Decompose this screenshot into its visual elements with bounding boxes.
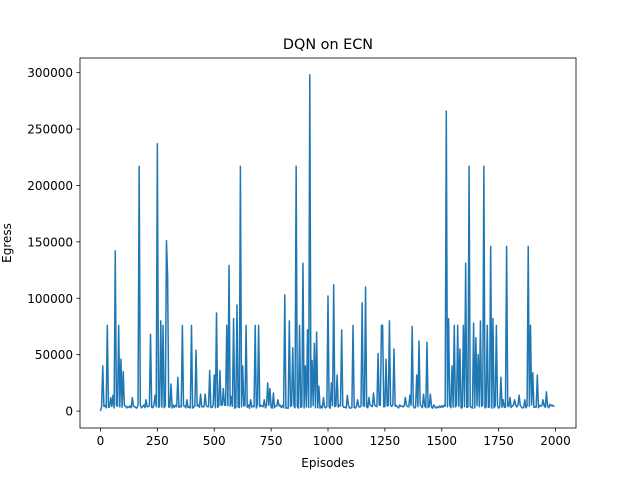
ticks-layer: 0 250 500 750 1000 1250 1500 1750 2000 0 50000 1000… <box>27 66 571 448</box>
y-tick-label: 50000 <box>35 348 73 362</box>
axes-frame <box>79 57 577 429</box>
x-tick-label: 1000 <box>313 434 344 448</box>
y-axis-label: Egress <box>0 223 14 263</box>
plot-area <box>99 74 555 412</box>
y-tick-label: 200000 <box>27 179 73 193</box>
y-tick-label: 300000 <box>27 66 73 80</box>
x-tick-label: 2000 <box>540 434 571 448</box>
y-tick-label: 150000 <box>27 235 73 249</box>
y-tick-label: 250000 <box>27 123 73 137</box>
x-tick-label: 250 <box>146 434 169 448</box>
x-tick-label: 1250 <box>370 434 401 448</box>
chart-title: DQN on ECN <box>283 37 373 53</box>
x-tick-label: 1500 <box>426 434 457 448</box>
x-axis-label: Episodes <box>301 456 354 470</box>
x-tick-label: 0 <box>97 434 105 448</box>
x-tick-label: 1750 <box>483 434 514 448</box>
x-tick-label: 500 <box>203 434 226 448</box>
x-tick-label: 750 <box>260 434 283 448</box>
y-tick-label: 0 <box>65 405 73 419</box>
series-line <box>99 74 555 412</box>
y-tick-label: 100000 <box>27 292 73 306</box>
